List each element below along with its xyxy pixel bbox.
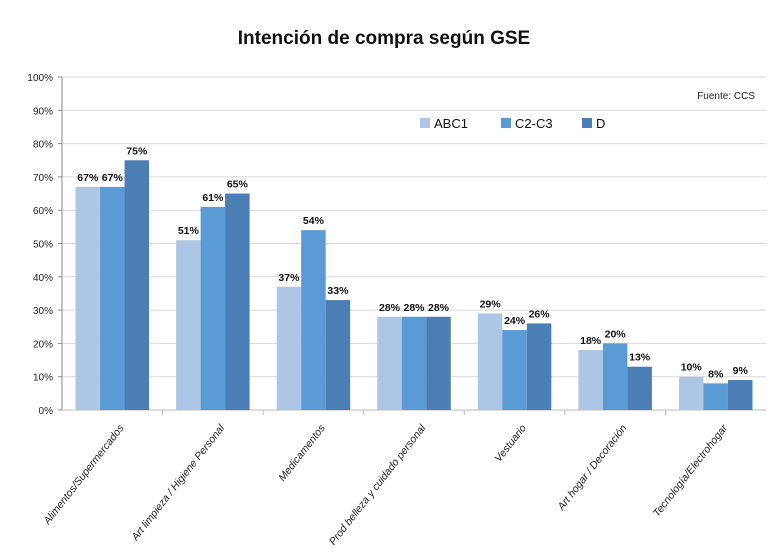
data-label: 26% bbox=[529, 308, 551, 320]
bar-c2-c3 bbox=[703, 383, 728, 410]
data-label: 54% bbox=[303, 215, 325, 227]
y-tick-label: 50% bbox=[33, 240, 53, 251]
data-label: 33% bbox=[327, 285, 349, 297]
data-label: 20% bbox=[605, 328, 627, 340]
source-note: Fuente: CCS bbox=[697, 91, 755, 102]
bar-abc1 bbox=[75, 186, 101, 410]
legend-swatch bbox=[420, 118, 430, 128]
x-tick-label: Art hogar / Decoración bbox=[555, 422, 630, 513]
y-tick-label: 60% bbox=[33, 206, 53, 217]
data-label: 28% bbox=[428, 302, 450, 314]
bar-d bbox=[727, 380, 753, 410]
bar-c2-c3 bbox=[502, 330, 527, 410]
legend-label: ABC1 bbox=[434, 116, 468, 131]
y-tick-label: 90% bbox=[33, 106, 53, 117]
bar-d bbox=[325, 300, 351, 410]
x-tick-label: Vestuario bbox=[492, 422, 529, 464]
bar-abc1 bbox=[276, 286, 302, 410]
y-tick-label: 0% bbox=[39, 406, 54, 417]
data-label: 8% bbox=[708, 368, 724, 380]
data-label: 10% bbox=[681, 362, 703, 374]
data-label: 65% bbox=[227, 179, 249, 191]
bar-c2-c3 bbox=[602, 343, 628, 410]
bar-d bbox=[627, 366, 652, 410]
y-tick-label: 80% bbox=[33, 140, 53, 151]
bar-c2-c3 bbox=[200, 206, 226, 410]
bar-abc1 bbox=[176, 240, 201, 410]
x-tick-label: Medicamentos bbox=[276, 422, 328, 484]
bar-d bbox=[526, 323, 552, 410]
chart-title: Intención de compra según GSE bbox=[238, 28, 530, 49]
data-label: 37% bbox=[278, 272, 300, 284]
bar-c2-c3 bbox=[301, 230, 326, 410]
bar-d bbox=[426, 316, 451, 410]
x-tick-label: Alimentos/Supermercados bbox=[41, 422, 127, 528]
y-tick-label: 100% bbox=[27, 73, 53, 84]
y-tick-label: 30% bbox=[33, 306, 53, 317]
bar-abc1 bbox=[678, 376, 704, 410]
data-label: 18% bbox=[580, 335, 602, 347]
bar-abc1 bbox=[477, 313, 503, 410]
bar-d bbox=[225, 193, 250, 410]
y-tick-label: 10% bbox=[33, 373, 53, 384]
data-label: 29% bbox=[480, 298, 502, 310]
bar-c2-c3 bbox=[100, 186, 125, 410]
data-label: 24% bbox=[504, 315, 526, 327]
y-tick-label: 20% bbox=[33, 339, 53, 350]
legend-label: C2-C3 bbox=[515, 116, 553, 131]
legend-swatch bbox=[501, 118, 511, 128]
data-label: 61% bbox=[202, 192, 224, 204]
data-label: 9% bbox=[733, 365, 749, 377]
data-label: 67% bbox=[102, 172, 124, 184]
bar-abc1 bbox=[578, 350, 603, 410]
x-tick-label: Prod belleza y cuidado personal bbox=[327, 422, 429, 547]
legend-swatch bbox=[582, 118, 592, 128]
x-tick-label: Art limpieza / Higiene Personal bbox=[129, 422, 228, 544]
data-label: 13% bbox=[629, 352, 651, 364]
bar-abc1 bbox=[377, 316, 402, 410]
data-label: 28% bbox=[379, 302, 401, 314]
data-label: 28% bbox=[403, 302, 425, 314]
legend-label: D bbox=[596, 116, 605, 131]
data-label: 75% bbox=[126, 145, 148, 157]
y-tick-label: 40% bbox=[33, 273, 53, 284]
data-label: 67% bbox=[77, 172, 99, 184]
x-tick-label: Tecnología/Electrohogar bbox=[651, 422, 731, 519]
y-tick-label: 70% bbox=[33, 173, 53, 184]
bar-d bbox=[124, 160, 150, 410]
bar-c2-c3 bbox=[401, 316, 427, 410]
data-label: 51% bbox=[178, 225, 200, 237]
